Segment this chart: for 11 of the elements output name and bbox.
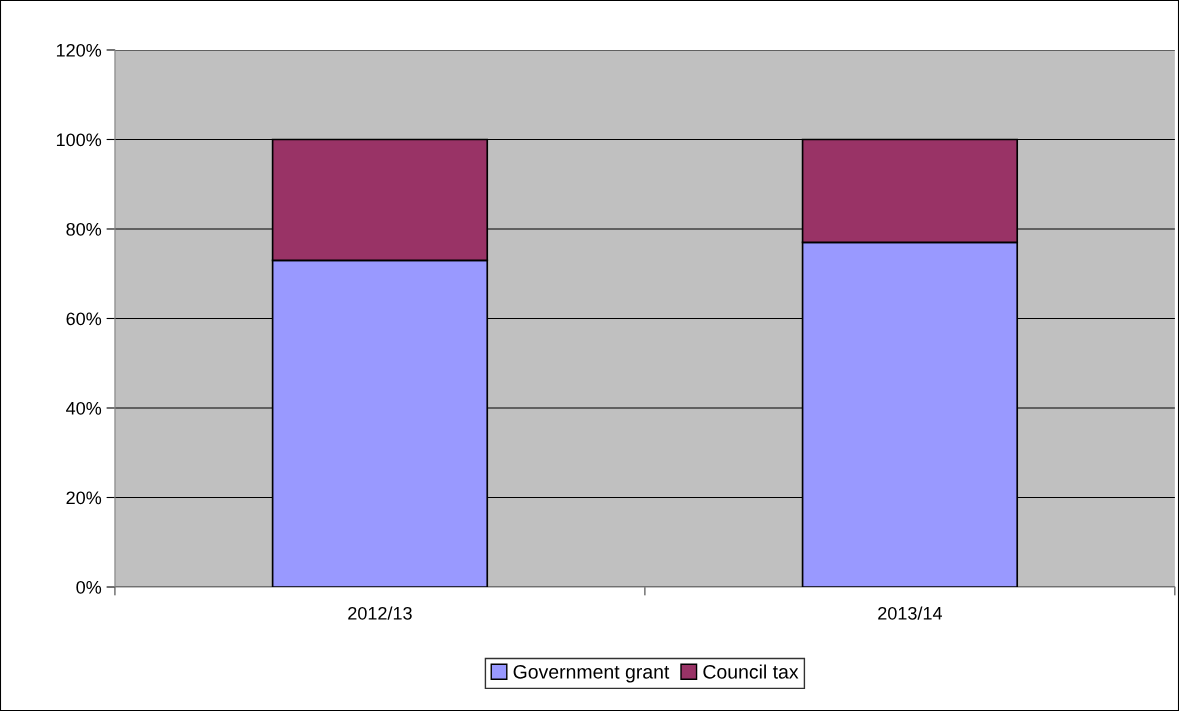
y-tick-label: 120% <box>56 43 102 57</box>
y-tick-label: 0% <box>76 580 102 594</box>
y-tick-label: 80% <box>66 222 102 236</box>
y-tick-label: 60% <box>66 312 102 326</box>
y-tick-label: 100% <box>56 133 102 147</box>
y-tick-label: 20% <box>66 491 102 505</box>
x-tick-label: 2012/13 <box>348 606 412 620</box>
y-tick-label: 40% <box>66 401 102 415</box>
legend-label: Government grant <box>513 664 670 683</box>
x-tick-label: 2013/14 <box>878 606 942 620</box>
legend-label: Council tax <box>703 664 799 679</box>
